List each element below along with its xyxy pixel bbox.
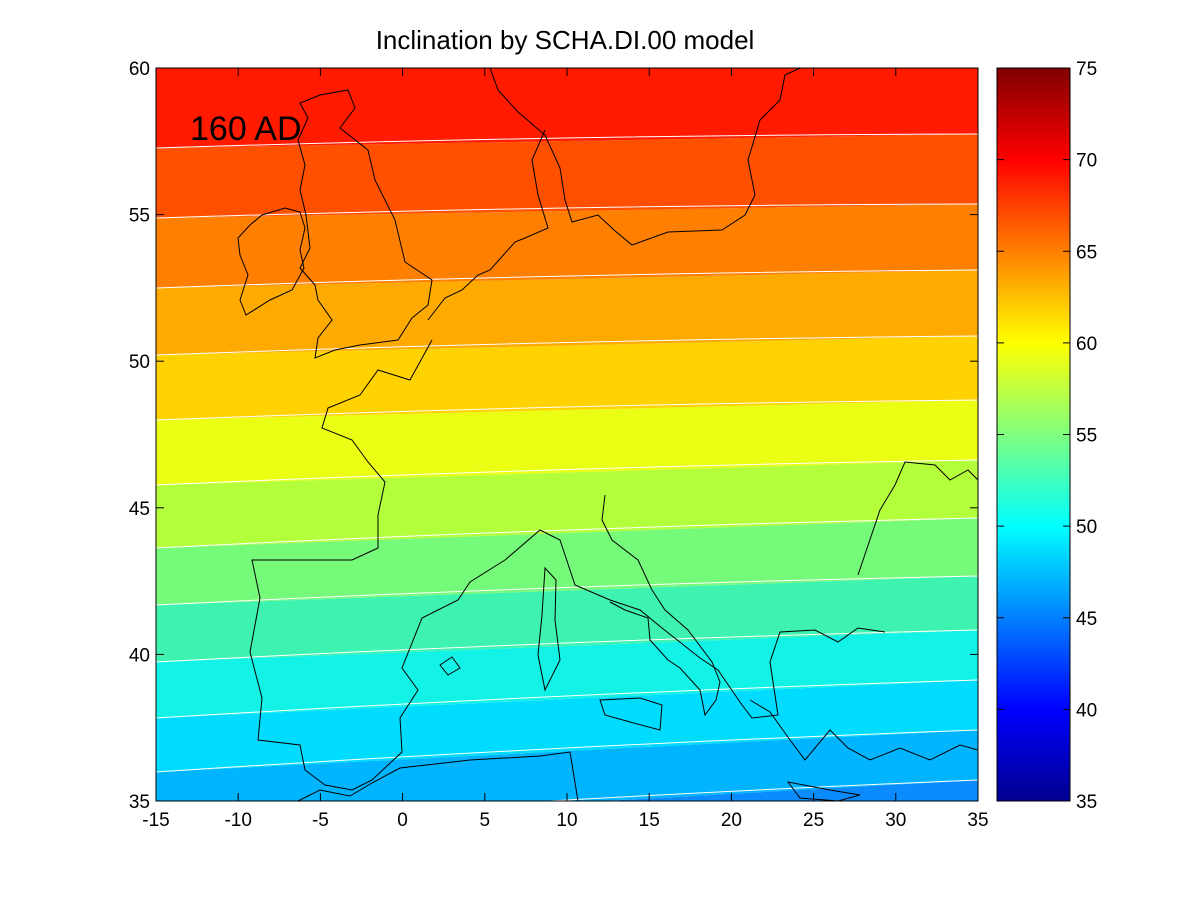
x-tick-label: 35: [967, 810, 988, 831]
colorbar-tick-label: 35: [1076, 792, 1097, 813]
coastline-continent: [249, 339, 886, 791]
contour-line: [156, 133, 978, 149]
coastline-italy: [601, 494, 721, 717]
contour-line: [156, 575, 978, 606]
x-tick-label: 20: [721, 810, 742, 831]
coastline-ireland: [237, 207, 306, 316]
contour-band: [156, 730, 978, 801]
contour-line: [156, 335, 978, 356]
contour-bands: [156, 68, 978, 801]
colorbar-tick-label: 60: [1076, 334, 1097, 355]
contour-band: [156, 134, 978, 218]
x-tick-label: -10: [224, 810, 251, 831]
colorbar-tick-label: 65: [1076, 242, 1097, 263]
coastline-sicily: [599, 697, 663, 731]
contour-band: [156, 204, 978, 288]
colorbar-gradient: [996, 67, 1071, 802]
x-axis: -15 -10 -5 0 5 10 15 20 25 30 35: [142, 68, 989, 831]
contour-lines: [156, 133, 978, 801]
colorbar-ticks: 35 40 45 50 55 60 65 70 75: [997, 59, 1097, 813]
x-tick-label: 30: [885, 810, 906, 831]
x-tick-label: 15: [639, 810, 660, 831]
coastline-balearic: [439, 656, 461, 676]
y-tick-label: 50: [129, 352, 150, 373]
coastline-sardinia: [537, 566, 561, 692]
contour-line: [156, 399, 978, 421]
contour-band: [156, 460, 978, 548]
contour-line: [156, 679, 978, 719]
coastline-turkey: [857, 461, 978, 576]
x-tick-label: 5: [480, 810, 491, 831]
y-tick-label: 55: [129, 206, 150, 227]
y-tick-label: 60: [129, 59, 150, 80]
coastline-denmark: [427, 129, 549, 321]
contour-band: [156, 68, 978, 148]
contour-line: [156, 203, 978, 219]
map-plot: [156, 68, 978, 801]
colorbar: 35 40 45 50 55 60 65 70 75: [996, 59, 1097, 813]
contour-line: [156, 517, 978, 549]
contour-band: [156, 680, 978, 772]
y-axis: 35 40 45 50 55 60: [129, 59, 978, 813]
y-tick-label: 35: [129, 792, 150, 813]
colorbar-tick-label: 45: [1076, 609, 1097, 630]
coastlines: [237, 68, 978, 801]
contour-line: [156, 729, 978, 773]
x-tick-label: -5: [312, 810, 329, 831]
x-tick-label: -15: [142, 810, 169, 831]
contour-line: [156, 269, 978, 289]
coastline-crete: [786, 781, 861, 801]
epoch-label: 160 AD: [190, 110, 302, 148]
contour-band: [156, 336, 978, 420]
contour-band: [156, 270, 978, 355]
coastline-great-britain: [297, 89, 433, 359]
x-tick-label: 0: [397, 810, 408, 831]
y-tick-label: 40: [129, 645, 150, 666]
colorbar-tick-label: 50: [1076, 517, 1097, 538]
contour-band: [156, 576, 978, 662]
contour-band: [156, 630, 978, 718]
colorbar-tick-label: 75: [1076, 59, 1097, 80]
coastline-scandinavia: [489, 68, 801, 246]
contour-line: [156, 459, 978, 486]
colorbar-tick-label: 70: [1076, 151, 1097, 172]
chart-title: Inclination by SCHA.DI.00 model: [376, 25, 755, 55]
x-tick-label: 25: [803, 810, 824, 831]
contour-line: [156, 629, 978, 663]
colorbar-tick-label: 40: [1076, 700, 1097, 721]
coastline-africa: [297, 751, 579, 801]
y-tick-label: 45: [129, 499, 150, 520]
x-tick-label: 10: [556, 810, 577, 831]
coastline-balkans: [749, 699, 978, 761]
colorbar-tick-label: 55: [1076, 426, 1097, 447]
